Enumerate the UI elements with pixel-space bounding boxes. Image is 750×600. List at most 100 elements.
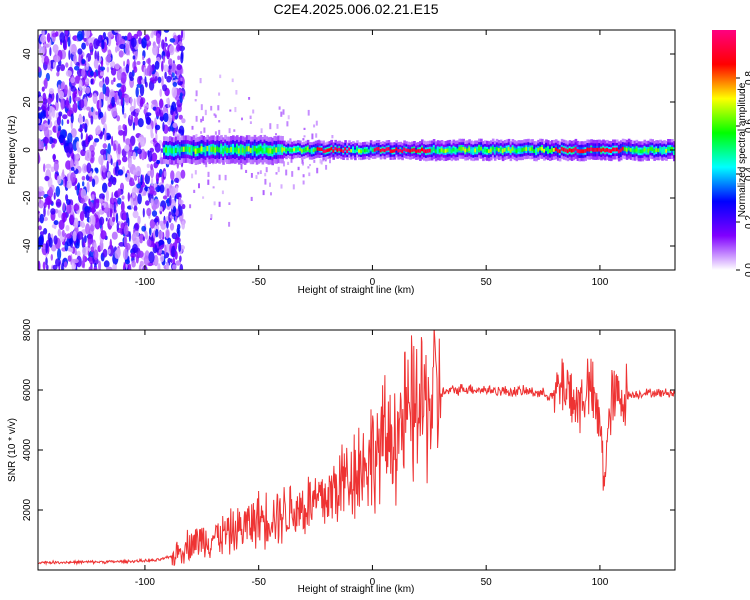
x-tick-label: 100 <box>592 277 609 288</box>
spectrogram-signal-cell <box>318 147 322 151</box>
spectrogram-noise-cell <box>153 218 159 223</box>
spectrogram-noise-cell <box>102 182 108 193</box>
spectrogram-signal-cell <box>673 149 675 154</box>
spectrogram-noise-cell <box>106 160 109 173</box>
spectrogram-signal-cell <box>334 146 337 151</box>
spectrogram-noise-cell <box>120 222 125 230</box>
spectrogram-noise-cell <box>113 201 116 213</box>
spectrogram-signal-cell <box>478 146 481 151</box>
spectrogram-noise-cell <box>153 198 160 209</box>
spectrogram-signal-cell <box>521 148 524 152</box>
spectrogram-noise-cell <box>156 159 161 165</box>
spectrogram-noise-cell <box>150 132 154 139</box>
spectrogram-signal-cell <box>306 147 310 151</box>
spectrogram-noise-cell <box>83 84 86 93</box>
spectrogram-noise-cell <box>103 154 107 161</box>
spectrogram-noise-cell <box>142 55 145 61</box>
spectrogram-noise-cell <box>178 114 183 120</box>
spectrogram-noise-cell <box>66 237 73 247</box>
y-tick-label: 0 <box>22 147 33 153</box>
spectrogram-noise-cell <box>41 86 45 92</box>
spectrogram-signal-cell <box>230 147 233 153</box>
spectrogram-signal-cell <box>178 148 182 154</box>
spectrogram-noise-cell <box>56 175 62 185</box>
spectrogram-noise-cell <box>60 64 65 72</box>
spectrogram-signal-cell <box>257 147 261 153</box>
spectrogram-noise-cell <box>169 222 175 231</box>
spectrogram-signal-cell <box>407 148 410 153</box>
spectrogram-noise-cell <box>148 184 155 195</box>
spectrogram-noise-cell <box>94 138 100 143</box>
spectrogram-noise-cell <box>163 112 169 123</box>
spectrogram-signal-cell <box>501 149 505 153</box>
spectrogram-noise-cell <box>119 38 126 45</box>
spectrogram-noise-cell <box>149 219 156 229</box>
spectrogram-noise-cell <box>250 173 253 178</box>
spectrogram-noise-cell <box>134 230 140 238</box>
spectrogram-signal-cell <box>643 147 647 152</box>
spectrogram-signal-cell <box>639 149 643 154</box>
spectrogram-signal-cell <box>356 147 359 151</box>
x-tick-label: -100 <box>135 577 155 588</box>
spectrogram-noise-cell <box>110 91 116 97</box>
spectrogram-signal-cell <box>432 147 436 151</box>
spectrogram-noise-cell <box>164 36 167 42</box>
spectrogram-noise-cell <box>147 65 149 76</box>
spectrogram-noise-cell <box>99 66 106 71</box>
spectrogram-signal-cell <box>308 149 312 153</box>
spectrogram-signal-cell <box>560 146 564 151</box>
spectrogram-noise-cell <box>139 139 146 147</box>
spectrogram-noise-cell <box>82 140 86 152</box>
spectrogram-signal-cell <box>515 149 519 154</box>
spectrogram-noise-cell <box>107 49 112 58</box>
spectrogram-noise-cell <box>168 64 172 70</box>
colorbar-tick-label: 0.8 <box>744 71 750 85</box>
spectrogram-noise-cell <box>74 65 80 71</box>
spectrogram-noise-cell <box>170 109 174 116</box>
spectrogram-signal-cell <box>228 147 231 153</box>
spectrogram-noise-cell <box>130 197 134 210</box>
spectrogram-signal-cell <box>517 148 521 152</box>
spectrogram-noise-cell <box>105 95 108 102</box>
spectrogram-signal-cell <box>198 147 202 153</box>
spectrogram-signal-cell <box>468 147 471 152</box>
spectrogram-noise-cell <box>124 144 130 152</box>
spectrogram-noise-cell <box>48 186 53 199</box>
spectrogram-signal-cell <box>438 148 442 153</box>
spectrogram-noise-cell <box>51 107 56 118</box>
spectrogram-noise-cell <box>45 163 52 169</box>
spectrogram-signal-cell <box>365 148 369 153</box>
spectrogram-signal-cell <box>588 147 591 152</box>
spectrogram-noise-cell <box>167 257 172 263</box>
spectrogram-noise-cell <box>260 128 263 134</box>
spectrogram-signal-cell <box>663 148 666 153</box>
spectrogram-noise-cell <box>120 95 124 106</box>
spectrogram-noise-cell <box>111 135 114 147</box>
spectrogram-signal-cell <box>460 146 463 151</box>
spectrogram-y-axis-label: Frequency (Hz) <box>7 116 18 185</box>
spectrogram-noise-cell <box>170 258 173 264</box>
spectrogram-signal-cell <box>163 147 166 153</box>
spectrogram-noise-cell <box>88 175 93 182</box>
spectrogram-noise-cell <box>38 66 41 73</box>
spectrogram-noise-cell <box>78 128 84 132</box>
spectrogram-noise-cell <box>81 175 86 181</box>
spectrogram-noise-cell <box>105 189 109 202</box>
spectrogram-signal-cell <box>556 148 560 153</box>
spectrogram-noise-cell <box>180 30 184 39</box>
spectrogram-noise-cell <box>125 43 130 56</box>
snr-line-series <box>38 330 675 566</box>
spectrogram-signal-cell <box>324 149 328 153</box>
spectrogram-noise-cell <box>69 214 75 225</box>
spectrogram-signal-cell <box>360 149 363 154</box>
spectrogram-noise-cell <box>43 216 48 222</box>
spectrogram-noise-cell <box>52 44 59 53</box>
spectrogram-noise-cell <box>45 195 52 205</box>
spectrogram-noise-cell <box>210 105 213 111</box>
spectrogram-signal-cell <box>623 147 627 151</box>
spectrogram-signal-cell <box>167 148 170 154</box>
spectrogram-signal-cell <box>423 148 426 153</box>
spectrogram-noise-cell <box>95 126 101 135</box>
spectrogram-x-axis-label: Height of straight line (km) <box>298 285 415 296</box>
spectrogram-noise-cell <box>107 135 112 140</box>
